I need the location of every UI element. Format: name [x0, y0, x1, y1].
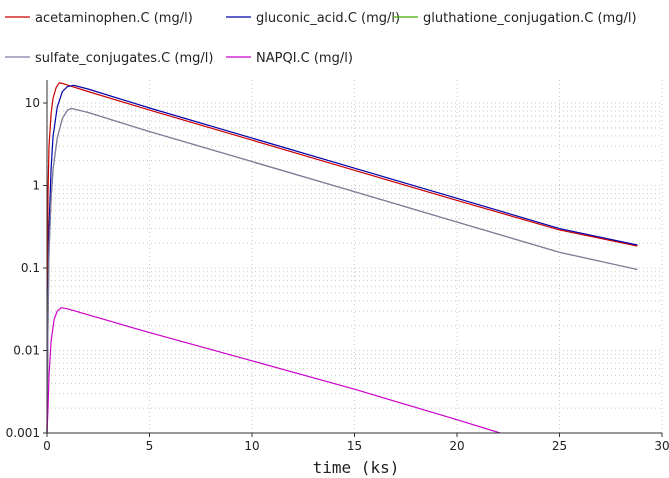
y-tick-label: 0.001	[6, 426, 40, 440]
grid	[47, 80, 663, 434]
y-tick-label: 0.1	[21, 261, 40, 275]
series-lines	[46, 82, 638, 434]
legend: acetaminophen.C (mg/l) gluconic_acid.C (m…	[5, 11, 637, 66]
series-line-3	[46, 107, 638, 434]
y-tick-label: 0.01	[13, 344, 40, 358]
legend-label: NAPQI.C (mg/l)	[256, 51, 353, 66]
legend-label: acetaminophen.C (mg/l)	[35, 11, 193, 26]
x-tick-label: 30	[654, 439, 669, 453]
legend-label: sulfate_conjugates.C (mg/l)	[35, 51, 213, 66]
series-line-1	[46, 82, 638, 434]
x-tick-label: 20	[449, 439, 464, 453]
x-tick-label: 0	[43, 439, 51, 453]
x-tick-label: 5	[146, 439, 154, 453]
y-tick-label: 10	[25, 96, 40, 110]
legend-label: gluthatione_conjugation.C (mg/l)	[423, 11, 637, 26]
x-tick-label: 10	[244, 439, 259, 453]
series-line-5	[46, 307, 501, 434]
series-line-2	[46, 84, 638, 434]
x-tick-label: 25	[552, 439, 567, 453]
axes: 0 5 10 15 20 25 30 0.001 0.01 0.1 1 10	[6, 80, 669, 453]
x-axis-title: time (ks)	[313, 458, 400, 477]
x-tick-label: 15	[347, 439, 362, 453]
y-tick-label: 1	[32, 179, 40, 193]
series-line-4	[46, 107, 638, 434]
legend-label: gluconic_acid.C (mg/l)	[256, 11, 400, 26]
